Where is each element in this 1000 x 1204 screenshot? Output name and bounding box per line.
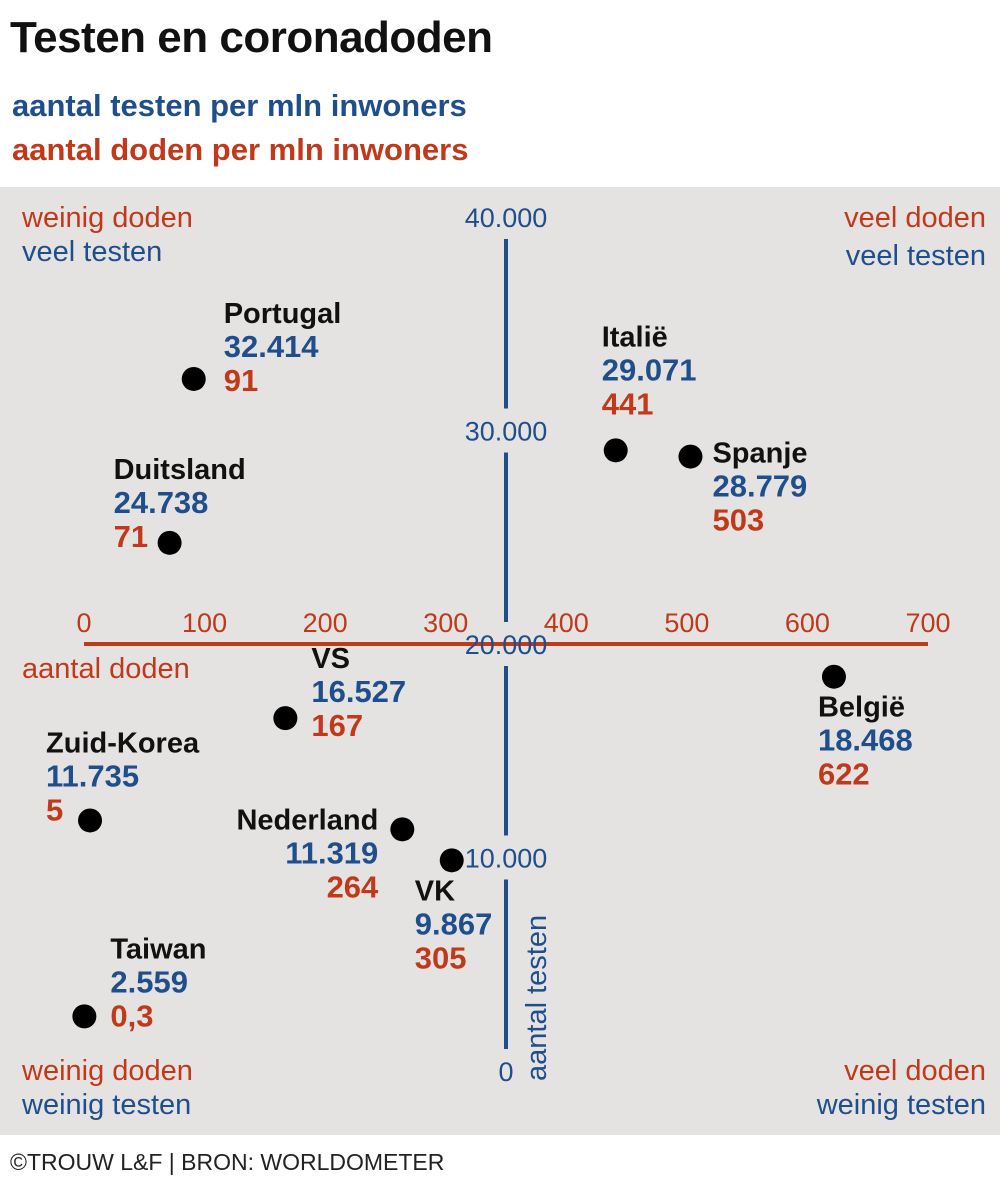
x-tick-label-500: 500: [664, 608, 709, 638]
quadrant-label-top-left-deaths: weinig doden: [21, 202, 193, 234]
y-tick-label-40000: 40.000: [465, 203, 548, 233]
x-tick-label-700: 700: [905, 608, 950, 638]
point-label-deaths-vs: 167: [311, 708, 363, 743]
x-tick-label-100: 100: [182, 608, 227, 638]
point-label-deaths-portugal: 91: [224, 363, 258, 398]
subtitle-tests: aantal testen per mln inwoners: [12, 88, 467, 123]
y-tick-label-20000: 20.000: [465, 630, 548, 660]
x-tick-label-600: 600: [785, 608, 830, 638]
data-point-belgi-: [821, 664, 846, 689]
data-point-itali-: [603, 438, 628, 463]
quadrant-label-bottom-left-tests: weinig testen: [21, 1089, 191, 1121]
chart-panel: weinig doden veel testen veel doden veel te…: [0, 187, 1000, 1135]
x-tick-label-200: 200: [303, 608, 348, 638]
y-tick-label-10000: 10.000: [465, 844, 548, 874]
point-label-tests-zuid-korea: 11.735: [46, 758, 139, 793]
point-label-tests-duitsland: 24.738: [114, 485, 209, 520]
x-tick-label-300: 300: [423, 608, 468, 638]
point-label-deaths-taiwan: 0,3: [110, 998, 153, 1033]
point-label-name-portugal: Portugal: [224, 298, 342, 330]
y-axis-title: aantal testen: [521, 915, 553, 1081]
subtitle-deaths: aantal doden per mln inwoners: [12, 132, 469, 167]
point-label-tests-portugal: 32.414: [224, 329, 320, 364]
quadrant-label-top-right-tests: veel testen: [846, 240, 986, 272]
quadrant-label-bottom-left-deaths: weinig doden: [21, 1055, 193, 1087]
quadrant-label-bottom-right-tests: weinig testen: [816, 1089, 986, 1121]
point-label-deaths-belgi-: 622: [818, 757, 870, 792]
data-point-zuid-korea: [78, 808, 103, 833]
data-point-taiwan: [72, 1004, 97, 1029]
point-label-name-spanje: Spanje: [712, 438, 807, 470]
quadrant-label-top-right-deaths: veel doden: [844, 202, 986, 234]
point-label-tests-itali-: 29.071: [602, 352, 697, 387]
point-label-deaths-duitsland: 71: [114, 519, 148, 554]
point-label-name-vs: VS: [311, 643, 350, 675]
point-label-deaths-itali-: 441: [602, 386, 654, 421]
source-credit: ©TROUW L&F | BRON: WORLDOMETER: [10, 1149, 445, 1175]
point-label-name-itali-: Italië: [602, 321, 668, 353]
point-label-tests-vk: 9.867: [415, 906, 493, 941]
point-label-name-nederland: Nederland: [236, 804, 378, 836]
data-point-spanje: [678, 444, 703, 469]
quadrant-label-bottom-right-deaths: veel doden: [844, 1055, 986, 1087]
point-label-deaths-spanje: 503: [712, 503, 764, 538]
data-point-vs: [273, 706, 298, 731]
point-label-name-duitsland: Duitsland: [114, 454, 246, 486]
point-label-tests-spanje: 28.779: [712, 469, 807, 504]
data-point-duitsland: [157, 530, 182, 555]
quadrant-label-top-left-tests: veel testen: [22, 236, 162, 268]
data-point-portugal: [181, 366, 206, 391]
data-point-vk: [439, 848, 464, 873]
data-point-nederland: [390, 817, 415, 842]
point-label-name-belgi-: België: [818, 692, 905, 724]
point-label-tests-nederland: 11.319: [285, 835, 378, 870]
point-label-tests-taiwan: 2.559: [110, 964, 188, 999]
y-tick-label-0: 0: [498, 1057, 513, 1087]
chart-title: Testen en coronadoden: [10, 13, 493, 62]
point-label-tests-vs: 16.527: [311, 674, 406, 709]
y-tick-label-30000: 30.000: [465, 417, 548, 447]
point-label-tests-belgi-: 18.468: [818, 723, 913, 758]
point-label-deaths-vk: 305: [415, 940, 467, 975]
point-label-name-vk: VK: [415, 875, 455, 907]
point-label-deaths-zuid-korea: 5: [46, 792, 63, 827]
x-axis-title: aantal doden: [22, 653, 190, 685]
x-tick-label-0: 0: [76, 608, 91, 638]
point-label-name-zuid-korea: Zuid-Korea: [46, 727, 200, 759]
x-tick-label-400: 400: [544, 608, 589, 638]
point-label-deaths-nederland: 264: [327, 869, 379, 904]
point-label-name-taiwan: Taiwan: [110, 933, 206, 965]
